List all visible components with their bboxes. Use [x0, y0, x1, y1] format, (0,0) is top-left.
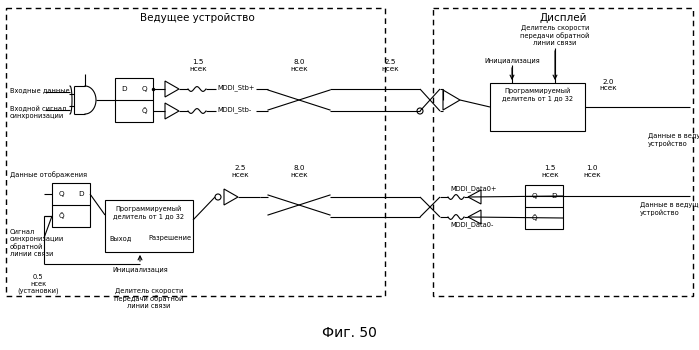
Bar [52, 183, 90, 227]
Text: Дисплей: Дисплей [539, 13, 586, 23]
Text: Программируемый
делитель от 1 до 32: Программируемый делитель от 1 до 32 [113, 206, 185, 219]
Text: MDDI_Stb+: MDDI_Stb+ [217, 85, 254, 91]
Bar [6, 8, 385, 296]
Text: Q̄: Q̄ [58, 212, 64, 219]
Text: Программируемый
делитель от 1 до 32: Программируемый делитель от 1 до 32 [502, 88, 573, 101]
Text: Входные данные: Входные данные [10, 87, 70, 93]
Text: Разрешение: Разрешение [148, 235, 192, 241]
Text: 8.0
нсек: 8.0 нсек [290, 59, 308, 72]
Text: Сигнал
синхронизации
обратной
линии связи: Сигнал синхронизации обратной линии связ… [10, 229, 64, 257]
Text: Делитель скорости
передачи обратной
линии связи: Делитель скорости передачи обратной лини… [115, 288, 184, 309]
Text: Выход: Выход [110, 235, 132, 241]
Text: Инициализация: Инициализация [484, 57, 540, 63]
Text: Делитель скорости
передачи обратной
линии связи: Делитель скорости передачи обратной лини… [520, 25, 590, 46]
Text: 1.0
нсек: 1.0 нсек [583, 165, 601, 178]
Text: D: D [552, 193, 557, 199]
Text: Данные в ведущее
устройство: Данные в ведущее устройство [640, 202, 699, 216]
Text: Q: Q [58, 191, 64, 197]
Text: Q: Q [531, 193, 537, 199]
Text: MDDI_Stb-: MDDI_Stb- [217, 107, 251, 113]
Bar [525, 185, 563, 229]
Text: Данные в ведущее
устройство: Данные в ведущее устройство [648, 133, 699, 147]
Text: 8.0
нсек: 8.0 нсек [290, 165, 308, 178]
Text: 1.5
нсек: 1.5 нсек [189, 59, 207, 72]
Text: Ведущее устройство: Ведущее устройство [140, 13, 254, 23]
Text: Фиг. 50: Фиг. 50 [322, 326, 377, 340]
Text: Инициализация: Инициализация [112, 266, 168, 272]
Text: MDDI_Data0-: MDDI_Data0- [450, 222, 493, 229]
Bar [105, 200, 193, 252]
Text: Q̄: Q̄ [141, 107, 147, 114]
Bar [115, 78, 153, 122]
Text: 2.5
нсек: 2.5 нсек [381, 59, 399, 72]
Text: Q: Q [141, 86, 147, 92]
Text: D: D [121, 86, 127, 92]
Bar [490, 83, 585, 131]
Text: Q̄: Q̄ [531, 215, 537, 222]
Text: 0.5
нсек
(установки): 0.5 нсек (установки) [17, 274, 59, 294]
Text: 2.0
нсек: 2.0 нсек [599, 78, 617, 91]
Text: Входной сигнал
синхронизации: Входной сигнал синхронизации [10, 105, 66, 119]
Text: 2.5
нсек: 2.5 нсек [231, 165, 249, 178]
Text: 1.5
нсек: 1.5 нсек [541, 165, 559, 178]
Text: Данные отображения: Данные отображения [10, 172, 87, 178]
Bar [433, 8, 693, 296]
Text: D: D [78, 191, 84, 197]
Text: MDDI_Data0+: MDDI_Data0+ [450, 186, 496, 192]
